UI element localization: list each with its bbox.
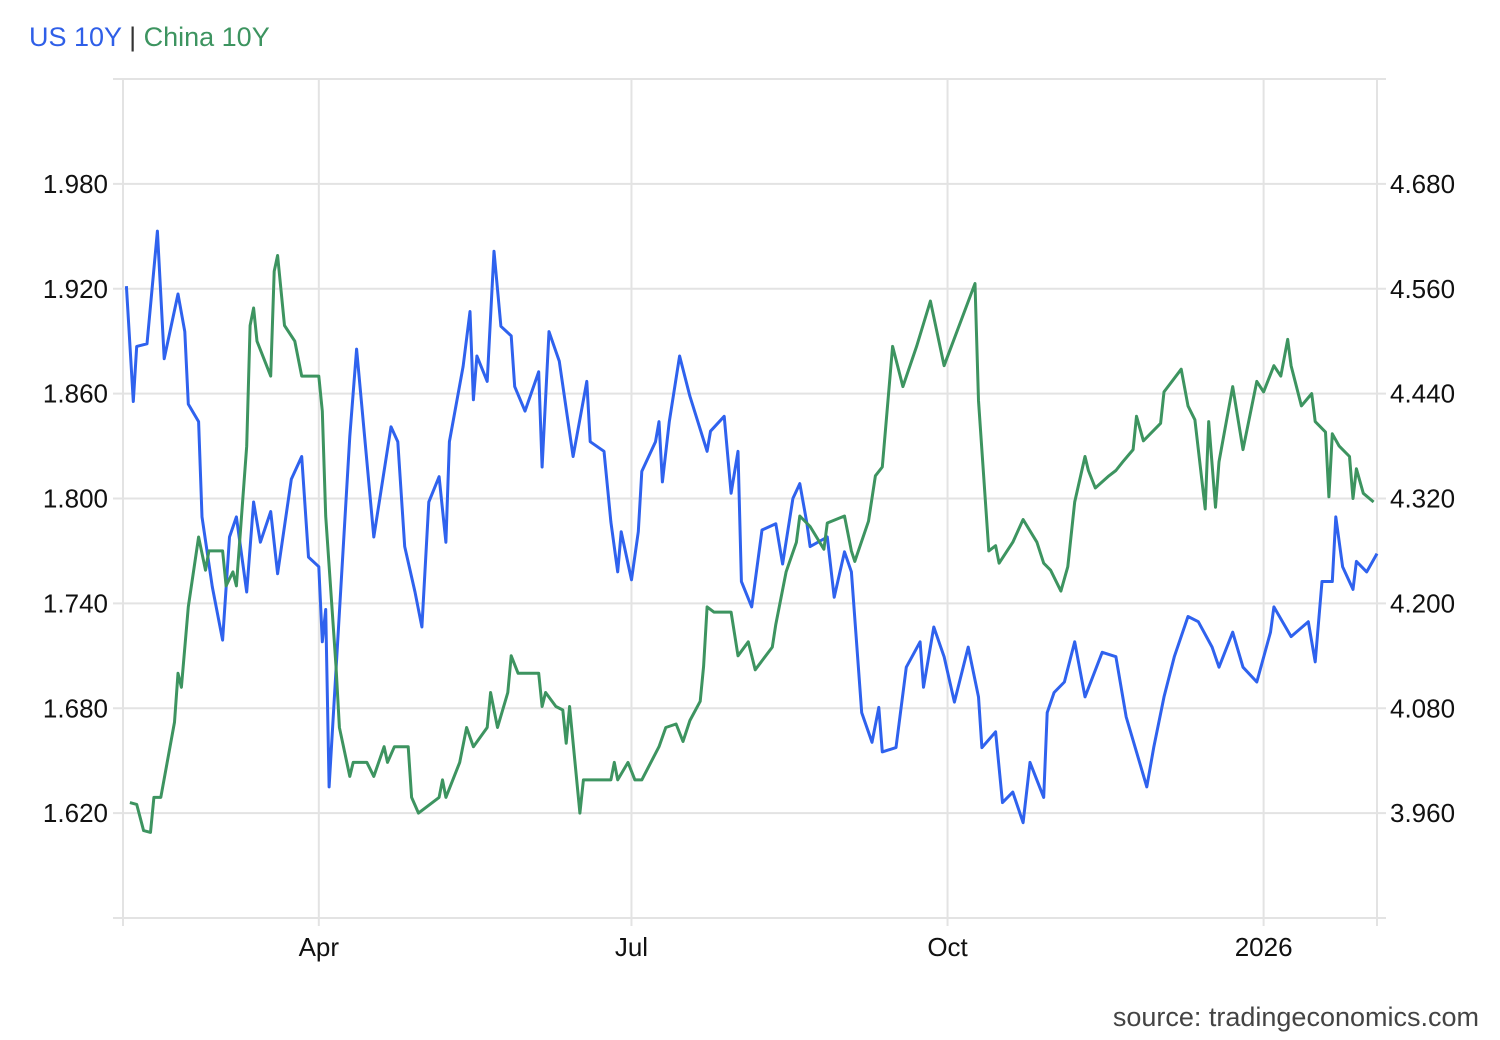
y-left-tick-label: 1.740: [43, 588, 108, 618]
x-tick-label: 2026: [1235, 932, 1293, 962]
x-tick-label: Apr: [299, 932, 340, 962]
y-right-tick-label: 4.080: [1390, 693, 1455, 723]
y-right-tick-label: 3.960: [1390, 798, 1455, 828]
legend: US 10Y | China 10Y: [29, 22, 270, 53]
china-10y-line: [129, 254, 1375, 834]
x-tick-label: Jul: [615, 932, 648, 962]
y-left-tick-label: 1.920: [43, 274, 108, 304]
y-left-tick-label: 1.860: [43, 379, 108, 409]
y-right-tick-label: 4.560: [1390, 274, 1455, 304]
series-lines: [124, 229, 1379, 834]
legend-us-10y[interactable]: US 10Y: [29, 22, 122, 52]
legend-china-10y[interactable]: China 10Y: [143, 22, 270, 52]
y-right-tick-label: 4.200: [1390, 588, 1455, 618]
y-left-tick-label: 1.680: [43, 693, 108, 723]
y-left-tick-label: 1.980: [43, 169, 108, 199]
tick-labels: 1.980 1.920 1.860 1.800 1.740 1.680 1.620 4.680…: [43, 169, 1455, 962]
x-tick-label: Oct: [927, 932, 968, 962]
y-left-tick-label: 1.620: [43, 798, 108, 828]
y-left-tick-label: 1.800: [43, 484, 108, 514]
legend-separator: |: [129, 22, 137, 52]
y-right-tick-label: 4.440: [1390, 379, 1455, 409]
y-right-tick-label: 4.680: [1390, 169, 1455, 199]
y-right-tick-label: 4.320: [1390, 484, 1455, 514]
us-10y-line: [124, 229, 1379, 825]
source-credit: source: tradingeconomics.com: [1112, 1002, 1479, 1032]
